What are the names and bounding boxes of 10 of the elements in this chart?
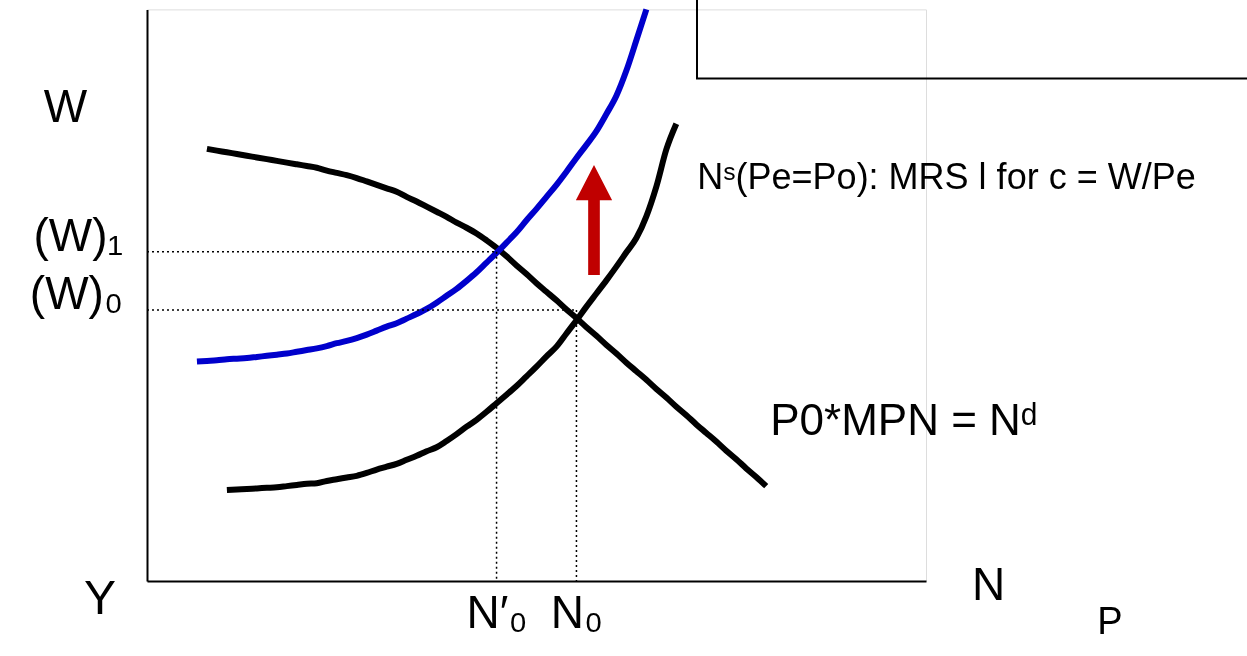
- ref-line-label: (W)₀: [29, 267, 123, 320]
- text: P: [1097, 600, 1123, 642]
- x-tick-label: N₀: [550, 585, 604, 638]
- x-tick-label: N′₀: [466, 585, 528, 638]
- series-label: Nˢ(Pe=Po): MRS l for c = W/Pe: [697, 155, 1196, 197]
- series-label: P0*MPN = Nᵈ: [770, 395, 1038, 445]
- y-axis-title: W: [43, 79, 88, 132]
- x-axis-title: N: [971, 557, 1006, 610]
- text: Y: [83, 571, 117, 624]
- ref-line-label: (W)₁: [33, 208, 123, 261]
